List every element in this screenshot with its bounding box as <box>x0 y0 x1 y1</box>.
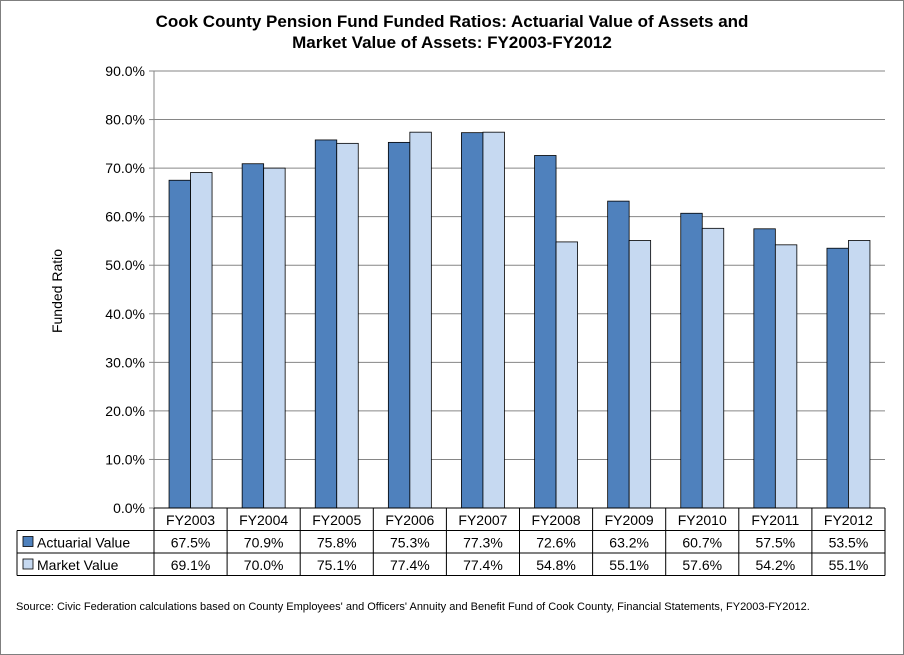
bar-market <box>701 227 725 509</box>
data-label: 77.4% <box>390 557 430 573</box>
bar-market <box>848 240 871 509</box>
source-note: Source: Civic Federation calculations ba… <box>16 601 810 613</box>
data-label: 69.1% <box>171 557 211 573</box>
legend-label: Market Value <box>37 557 119 573</box>
y-tick-label: 10.0% <box>105 451 145 467</box>
bar-market <box>774 244 798 509</box>
bar-actuarial <box>241 163 265 509</box>
bar-market <box>263 167 286 509</box>
y-tick-label: 30.0% <box>105 354 145 370</box>
y-tick-label: 90.0% <box>105 63 145 79</box>
data-label: 53.5% <box>829 535 869 551</box>
bar-actuarial <box>168 179 191 509</box>
bar-actuarial <box>680 212 703 509</box>
y-tick-label: 0.0% <box>113 500 145 516</box>
x-tick-label: FY2007 <box>458 512 507 528</box>
y-tick-label: 20.0% <box>105 403 145 419</box>
bar-market <box>628 240 652 509</box>
bar-market <box>555 241 578 509</box>
x-tick-label: FY2009 <box>605 512 654 528</box>
data-label: 77.3% <box>463 535 503 551</box>
x-tick-label: FY2012 <box>824 512 873 528</box>
x-tick-label: FY2008 <box>532 512 581 528</box>
bar-actuarial <box>314 139 338 509</box>
x-tick-label: FY2003 <box>166 512 215 528</box>
data-label: 55.1% <box>829 557 869 573</box>
data-label: 75.3% <box>390 535 430 551</box>
data-label: 70.9% <box>244 535 284 551</box>
x-tick-label: FY2005 <box>312 512 361 528</box>
bar-market <box>482 131 505 509</box>
y-tick-label: 60.0% <box>105 209 145 225</box>
bar-actuarial <box>534 155 557 509</box>
chart-title-line-2: Market Value of Assets: FY2003-FY2012 <box>292 33 612 52</box>
data-label: 70.0% <box>244 557 284 573</box>
data-label: 54.8% <box>536 557 576 573</box>
y-tick-label: 70.0% <box>105 160 145 176</box>
data-label: 77.4% <box>463 557 503 573</box>
data-label: 75.8% <box>317 535 357 551</box>
bar-market <box>336 142 359 509</box>
legend-label: Actuarial Value <box>37 535 130 551</box>
y-tick-label: 80.0% <box>105 112 145 128</box>
bar-actuarial <box>387 141 411 509</box>
bar-market <box>190 172 213 509</box>
y-tick-label: 40.0% <box>105 306 145 322</box>
data-label: 54.2% <box>755 557 795 573</box>
legend-key-actuarial <box>22 536 34 547</box>
data-label: 57.5% <box>755 535 795 551</box>
data-label: 72.6% <box>536 535 576 551</box>
data-label: 75.1% <box>317 557 357 573</box>
x-tick-label: FY2011 <box>751 512 799 528</box>
data-label: 55.1% <box>609 557 649 573</box>
data-label: 60.7% <box>682 535 722 551</box>
data-label: 67.5% <box>171 535 211 551</box>
y-tick-label: 50.0% <box>105 257 145 273</box>
bar-actuarial <box>753 228 776 509</box>
chart-title-line-1: Cook County Pension Fund Funded Ratios: … <box>155 12 749 31</box>
bar-market <box>409 131 432 509</box>
data-label: 63.2% <box>609 535 649 551</box>
bar-actuarial <box>826 247 849 509</box>
x-tick-label: FY2010 <box>678 512 727 528</box>
data-label: 57.6% <box>682 557 722 573</box>
legend-key-market <box>22 558 34 570</box>
x-tick-label: FY2006 <box>385 512 434 528</box>
bar-actuarial <box>461 132 484 509</box>
x-tick-label: FY2004 <box>239 512 288 528</box>
bar-actuarial <box>607 200 630 509</box>
